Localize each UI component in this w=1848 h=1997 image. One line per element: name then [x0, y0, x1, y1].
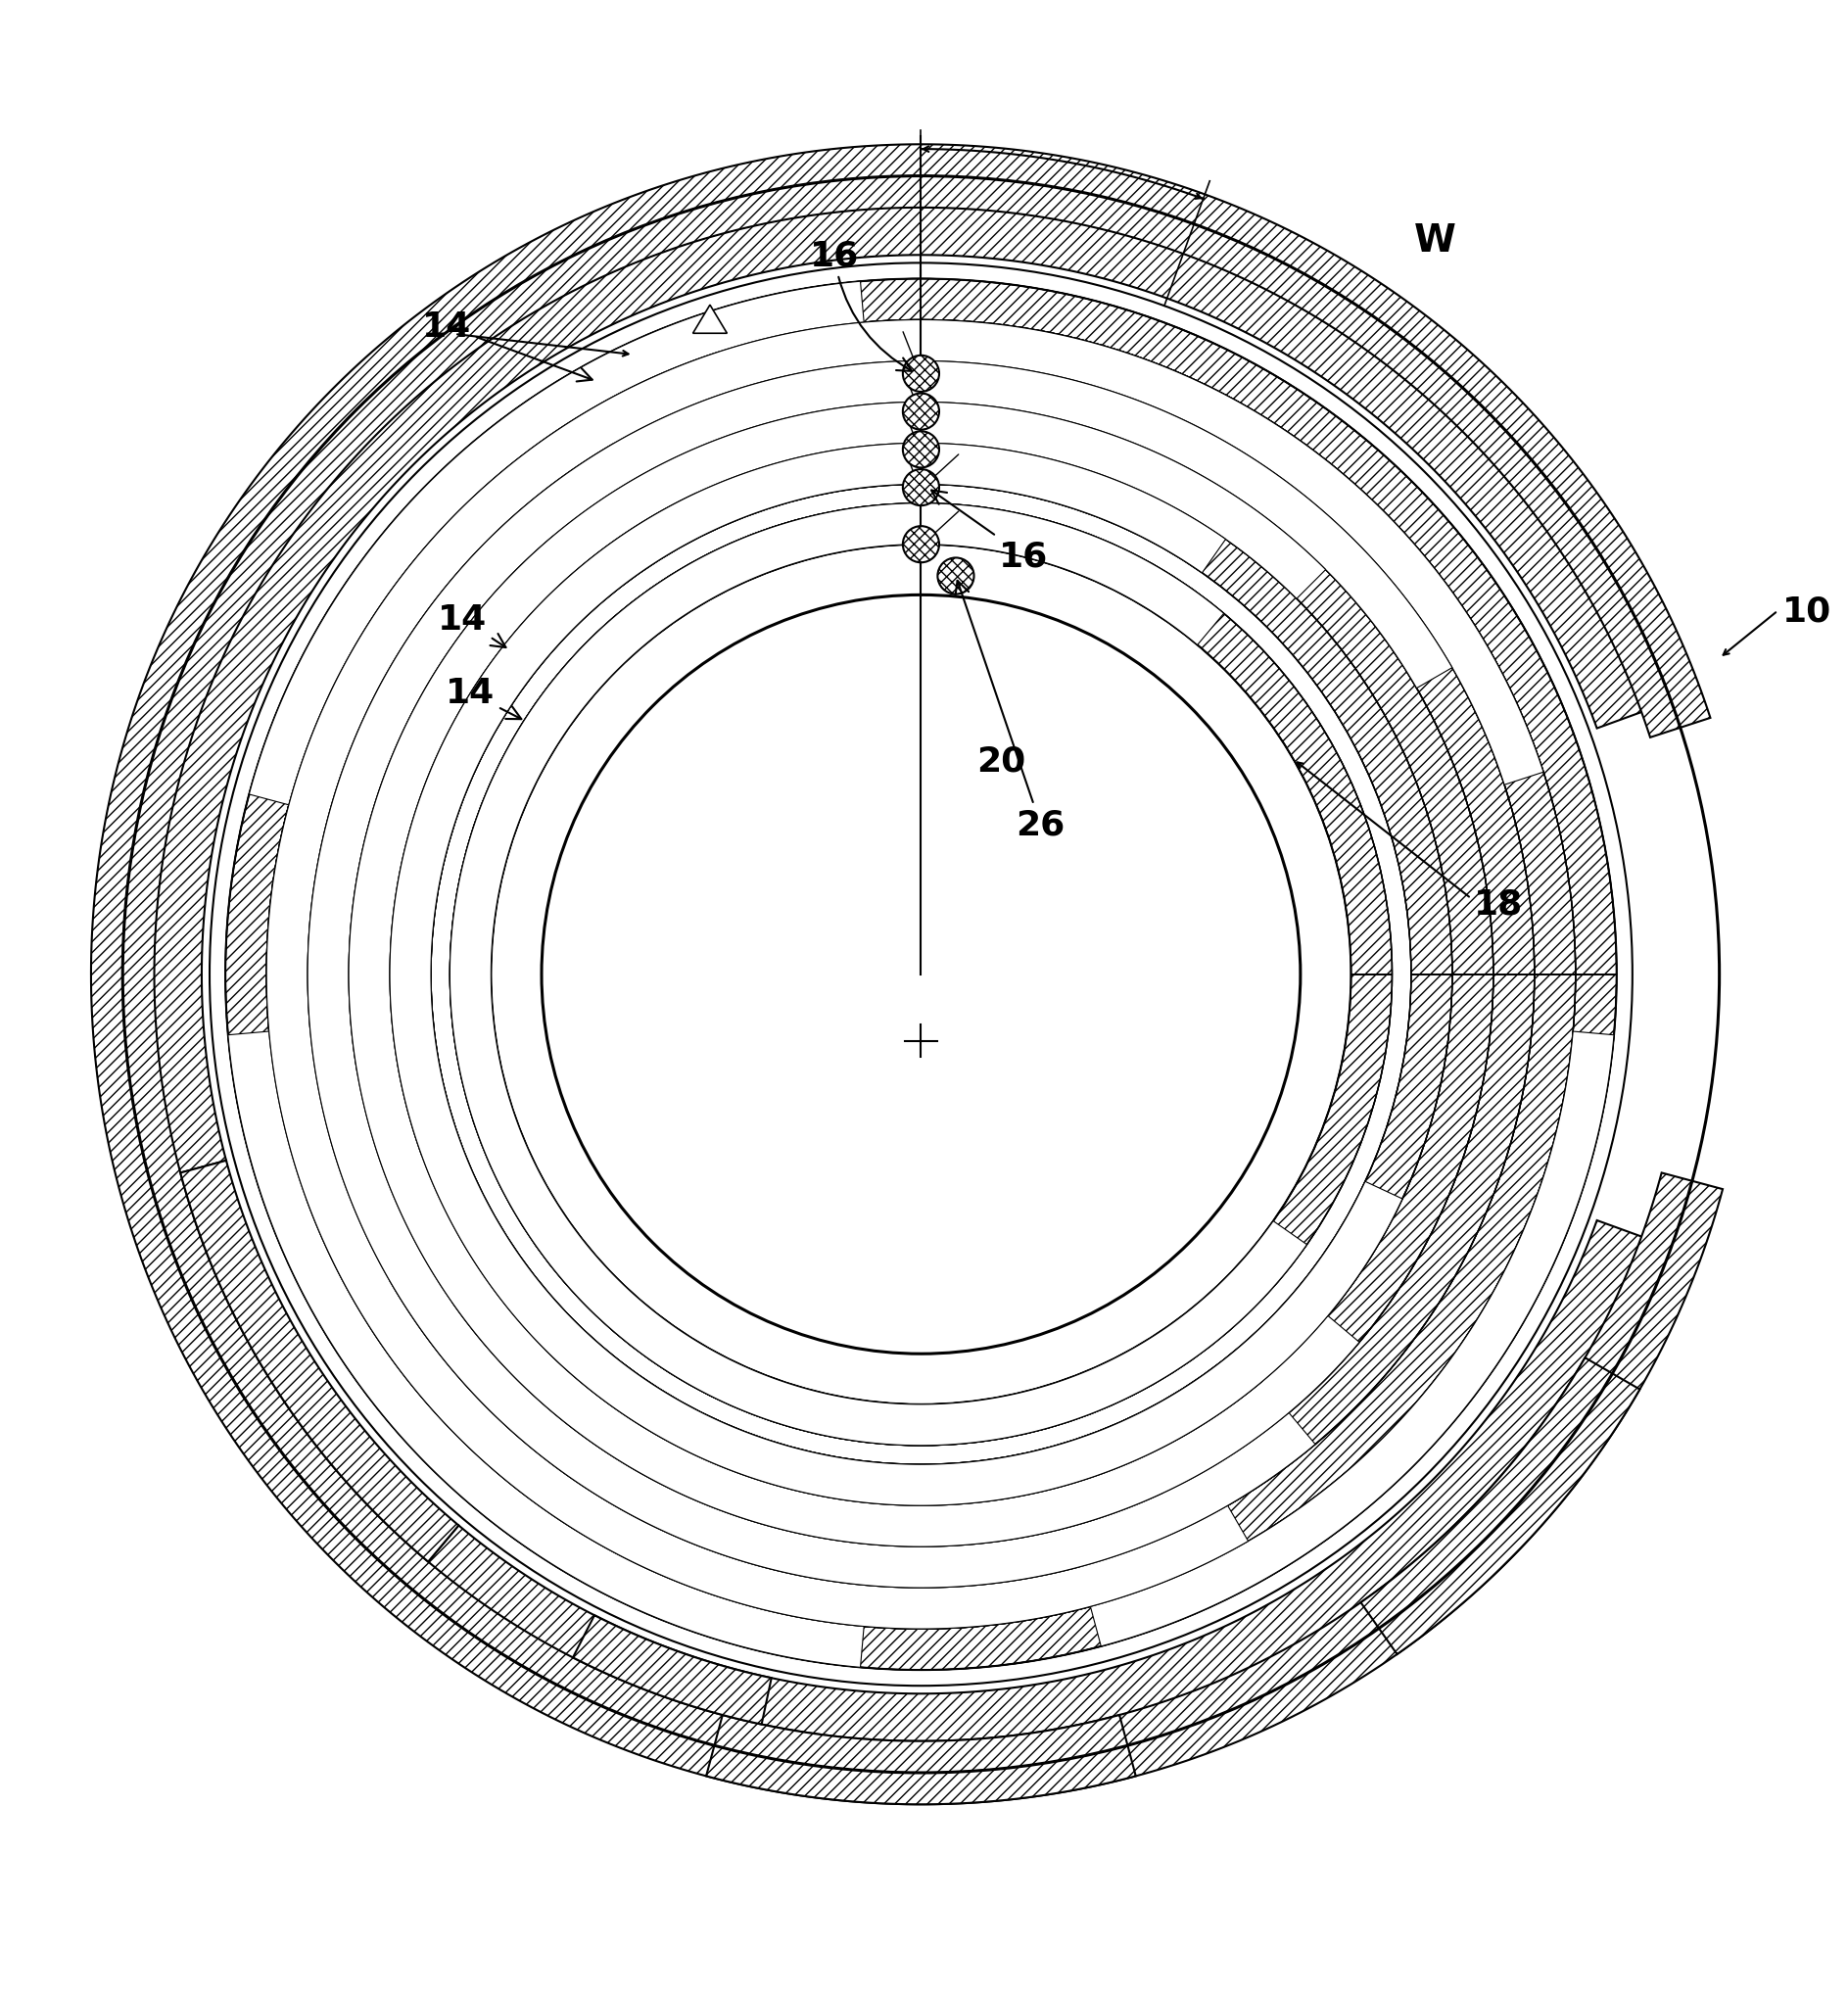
Text: 14: 14: [421, 310, 591, 381]
Polygon shape: [131, 184, 1663, 1180]
Text: 14: 14: [445, 677, 521, 719]
Polygon shape: [412, 1220, 1663, 1765]
Polygon shape: [390, 443, 1403, 1506]
Polygon shape: [573, 1616, 771, 1725]
Circle shape: [904, 527, 939, 563]
Polygon shape: [91, 146, 1722, 1805]
Polygon shape: [270, 353, 732, 921]
Polygon shape: [1090, 1032, 1613, 1646]
Polygon shape: [390, 443, 1453, 1506]
Polygon shape: [390, 1260, 1079, 1588]
Polygon shape: [181, 1160, 458, 1562]
Polygon shape: [249, 282, 865, 805]
Text: 18: 18: [1475, 887, 1523, 921]
Polygon shape: [349, 403, 1493, 1548]
Text: 16: 16: [931, 491, 1048, 573]
Polygon shape: [225, 280, 1617, 1669]
Circle shape: [904, 431, 939, 469]
Polygon shape: [536, 1222, 1157, 1446]
Circle shape: [904, 393, 939, 431]
Polygon shape: [1360, 1358, 1639, 1654]
Polygon shape: [307, 361, 1453, 1588]
Polygon shape: [349, 403, 1360, 1548]
Text: 14: 14: [438, 603, 506, 649]
Polygon shape: [545, 1322, 1262, 1506]
Circle shape: [904, 355, 939, 393]
Text: W: W: [1414, 222, 1456, 260]
Polygon shape: [227, 1032, 865, 1667]
Polygon shape: [693, 306, 726, 333]
Polygon shape: [453, 1280, 1162, 1548]
Circle shape: [937, 559, 974, 595]
Text: 26: 26: [955, 581, 1064, 841]
Polygon shape: [449, 503, 1392, 1446]
Text: 16: 16: [809, 240, 911, 371]
Polygon shape: [706, 1715, 1137, 1805]
Text: 10: 10: [1783, 595, 1831, 627]
Polygon shape: [449, 519, 809, 1056]
Polygon shape: [349, 537, 580, 1074]
Text: 20: 20: [976, 745, 1026, 779]
Polygon shape: [266, 322, 1543, 1630]
Polygon shape: [307, 1184, 978, 1630]
Polygon shape: [307, 361, 1534, 1588]
Polygon shape: [449, 503, 1307, 1446]
Circle shape: [904, 469, 939, 507]
Polygon shape: [390, 493, 713, 1156]
Polygon shape: [307, 443, 636, 1028]
Polygon shape: [266, 322, 1576, 1630]
